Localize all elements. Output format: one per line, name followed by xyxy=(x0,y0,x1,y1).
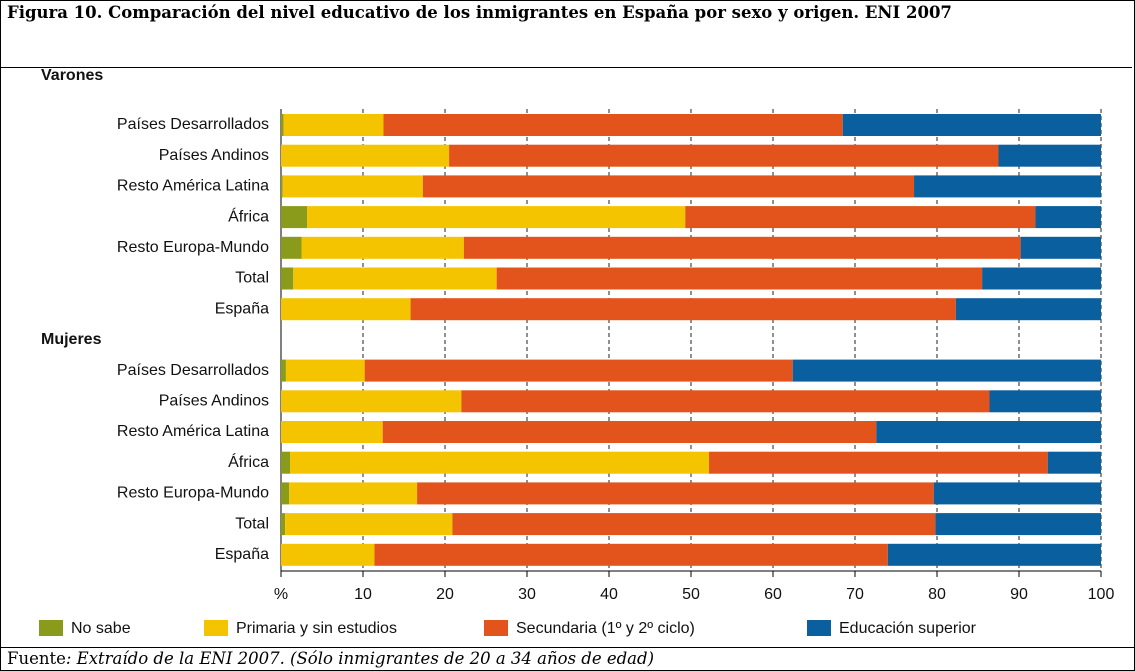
figure-title: Figura 10. Comparación del nivel educati… xyxy=(1,1,1132,68)
legend-swatch xyxy=(204,620,228,636)
y-tick-label: Total xyxy=(235,270,269,287)
bar-segment xyxy=(461,390,990,413)
y-tick-label: Resto América Latina xyxy=(117,178,269,195)
bar-segment xyxy=(685,206,1036,229)
x-tick-label: % xyxy=(274,586,288,603)
bar-segment xyxy=(1047,451,1101,474)
x-tick-label: 30 xyxy=(518,586,536,603)
source: Fuente: Extraído de la ENI 2007. (Sólo i… xyxy=(1,647,1134,670)
bar-segment xyxy=(709,451,1048,474)
x-tick-label: 80 xyxy=(928,586,946,603)
bar-segment xyxy=(417,482,934,505)
bar-segment xyxy=(383,114,843,136)
bar-segment xyxy=(281,206,308,229)
legend-label: Secundaria (1º y 2º ciclo) xyxy=(516,620,695,637)
bar-segment xyxy=(842,114,1101,136)
legend-swatch xyxy=(39,620,63,636)
legend-swatch xyxy=(484,620,508,636)
y-tick-label: Países Desarrollados xyxy=(117,116,269,133)
bar-segment xyxy=(410,298,956,321)
x-tick-label: 100 xyxy=(1088,586,1115,603)
y-tick-label: España xyxy=(215,546,269,563)
bar-segment xyxy=(283,114,384,136)
y-tick-label: África xyxy=(228,452,269,471)
bar-segment xyxy=(382,421,877,443)
y-tick-label: Resto América Latina xyxy=(117,423,269,440)
bar-segment xyxy=(293,267,497,290)
bar-segment xyxy=(281,144,450,167)
y-tick-label: Resto Europa-Mundo xyxy=(117,239,269,256)
bar-segment xyxy=(281,236,302,259)
bar-segment xyxy=(281,359,286,382)
bar-segment xyxy=(281,482,290,505)
x-tick-label: 20 xyxy=(436,586,454,603)
bar-segment xyxy=(281,114,284,136)
bar-segment xyxy=(887,543,1101,566)
bar-segment xyxy=(1020,236,1101,259)
group-label: Mujeres xyxy=(41,331,102,348)
bar-segment xyxy=(935,513,1101,536)
bar-segment xyxy=(914,175,1101,198)
bar-segment xyxy=(281,543,375,566)
bar-segment xyxy=(982,267,1101,290)
bar-segment xyxy=(449,144,999,167)
bar-segment xyxy=(301,236,464,259)
x-tick-label: 60 xyxy=(764,586,782,603)
bar-segment xyxy=(281,513,286,536)
y-tick-label: Total xyxy=(235,515,269,532)
bar-segment xyxy=(1035,206,1101,229)
y-tick-label: Países Andinos xyxy=(159,393,269,410)
y-tick-label: Países Desarrollados xyxy=(117,362,269,379)
bar-segment xyxy=(282,175,423,198)
bar-segment xyxy=(955,298,1101,321)
bar-segment xyxy=(281,267,294,290)
x-tick-label: 40 xyxy=(600,586,618,603)
bar-segment xyxy=(374,543,888,566)
x-tick-label: 90 xyxy=(1010,586,1028,603)
x-tick-label: 10 xyxy=(354,586,372,603)
y-tick-label: Resto Europa-Mundo xyxy=(117,485,269,502)
bar-segment xyxy=(285,513,453,536)
bar-segment xyxy=(463,236,1021,259)
x-tick-label: 70 xyxy=(846,586,864,603)
legend-label: Primaria y sin estudios xyxy=(236,620,397,637)
bar-segment xyxy=(998,144,1101,167)
group-label: Varones xyxy=(41,67,103,84)
bar-segment xyxy=(452,513,936,536)
bar-segment xyxy=(281,421,383,443)
legend-label: Educación superior xyxy=(839,620,977,637)
bar-segment xyxy=(933,482,1101,505)
bar-segment xyxy=(281,390,462,413)
bar-segment xyxy=(281,298,411,321)
bar-segment xyxy=(496,267,983,290)
bar-segment xyxy=(281,175,283,198)
bar-segment xyxy=(290,451,710,474)
bar-segment xyxy=(792,359,1101,382)
source-label: Fuente xyxy=(7,649,66,668)
legend-label: No sabe xyxy=(71,620,131,637)
y-tick-label: Países Andinos xyxy=(159,147,269,164)
y-tick-label: España xyxy=(215,300,269,317)
bar-segment xyxy=(307,206,686,229)
source-text: : Extraído de la ENI 2007. (Sólo inmigra… xyxy=(65,649,655,668)
y-tick-label: África xyxy=(228,206,269,225)
bar-segment xyxy=(281,451,291,474)
bar-segment xyxy=(876,421,1101,443)
bar-segment xyxy=(989,390,1101,413)
bar-segment xyxy=(285,359,365,382)
bar-segment xyxy=(289,482,418,505)
x-tick-label: 50 xyxy=(682,586,700,603)
legend-swatch xyxy=(807,620,831,636)
bar-segment xyxy=(422,175,915,198)
bar-segment xyxy=(364,359,793,382)
chart: % 10 20 30 40 50 60 70 80 90 100 Varones Países Desa… xyxy=(39,67,1115,637)
